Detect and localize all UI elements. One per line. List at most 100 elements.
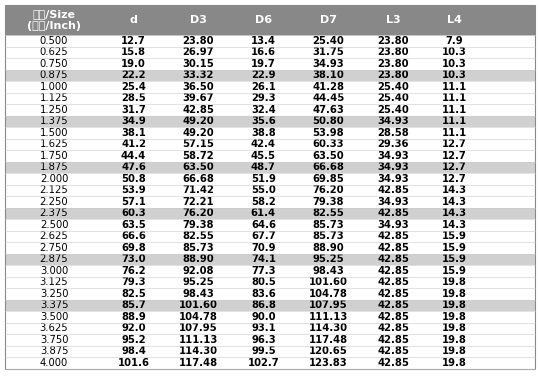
Text: 88.9: 88.9 xyxy=(121,312,146,322)
Text: 34.93: 34.93 xyxy=(377,116,409,126)
Text: 64.6: 64.6 xyxy=(251,220,276,230)
Text: 42.85: 42.85 xyxy=(377,231,409,241)
Text: 93.1: 93.1 xyxy=(251,323,276,333)
Text: 123.83: 123.83 xyxy=(309,358,348,368)
Bar xyxy=(5,334,535,345)
Text: 85.73: 85.73 xyxy=(313,231,344,241)
Text: 80.5: 80.5 xyxy=(251,277,276,287)
Text: 85.73: 85.73 xyxy=(313,220,344,230)
Text: 76.2: 76.2 xyxy=(121,266,146,276)
Text: 19.8: 19.8 xyxy=(442,312,467,322)
Text: 49.20: 49.20 xyxy=(183,128,214,138)
Text: 30.15: 30.15 xyxy=(183,59,214,69)
Text: 60.33: 60.33 xyxy=(313,139,344,149)
Text: 15.8: 15.8 xyxy=(121,47,146,57)
Text: 79.38: 79.38 xyxy=(313,197,344,207)
Text: 95.25: 95.25 xyxy=(313,254,344,264)
Bar xyxy=(5,196,535,208)
Text: 1.625: 1.625 xyxy=(39,139,69,149)
Text: 19.8: 19.8 xyxy=(442,289,467,299)
Text: 31.7: 31.7 xyxy=(121,105,146,115)
Text: 26.1: 26.1 xyxy=(251,82,276,92)
Text: 1.250: 1.250 xyxy=(40,105,69,115)
Text: 11.1: 11.1 xyxy=(442,128,467,138)
Text: 73.0: 73.0 xyxy=(122,254,146,264)
Text: 25.40: 25.40 xyxy=(313,36,344,46)
Text: 101.6: 101.6 xyxy=(118,358,150,368)
Text: 57.1: 57.1 xyxy=(121,197,146,207)
Text: 23.80: 23.80 xyxy=(183,36,214,46)
Text: 规格/Size
(英制/Inch): 规格/Size (英制/Inch) xyxy=(27,9,81,31)
Text: 25.4: 25.4 xyxy=(121,82,146,92)
Text: 25.40: 25.40 xyxy=(377,82,409,92)
Text: 63.5: 63.5 xyxy=(121,220,146,230)
Text: 10.3: 10.3 xyxy=(442,47,467,57)
Bar xyxy=(5,345,535,357)
Text: 72.21: 72.21 xyxy=(183,197,214,207)
Text: 28.58: 28.58 xyxy=(377,128,409,138)
Text: 95.25: 95.25 xyxy=(183,277,214,287)
Text: 19.8: 19.8 xyxy=(442,346,467,356)
Text: 70.9: 70.9 xyxy=(251,243,275,253)
Text: 85.7: 85.7 xyxy=(121,300,146,310)
Text: 2.000: 2.000 xyxy=(40,174,68,184)
Bar xyxy=(5,231,535,242)
Text: 34.9: 34.9 xyxy=(121,116,146,126)
Text: 42.85: 42.85 xyxy=(377,312,409,322)
Bar xyxy=(5,162,535,173)
Bar xyxy=(5,58,535,69)
Text: 107.95: 107.95 xyxy=(309,300,348,310)
Text: 10.3: 10.3 xyxy=(442,59,467,69)
Text: 51.9: 51.9 xyxy=(251,174,276,184)
Text: 3.750: 3.750 xyxy=(40,335,68,345)
Text: 74.1: 74.1 xyxy=(251,254,276,264)
Text: 3.875: 3.875 xyxy=(40,346,68,356)
Text: 111.13: 111.13 xyxy=(309,312,348,322)
Text: 58.72: 58.72 xyxy=(183,151,214,161)
Text: 2.875: 2.875 xyxy=(40,254,69,264)
Text: 63.50: 63.50 xyxy=(183,162,214,172)
Text: 42.85: 42.85 xyxy=(377,358,409,368)
Text: 2.375: 2.375 xyxy=(40,208,69,218)
Text: 44.4: 44.4 xyxy=(121,151,146,161)
Text: 3.125: 3.125 xyxy=(40,277,69,287)
Bar xyxy=(5,69,535,81)
Text: 83.6: 83.6 xyxy=(251,289,276,299)
Text: 120.65: 120.65 xyxy=(309,346,348,356)
Text: 2.625: 2.625 xyxy=(39,231,69,241)
Text: 12.7: 12.7 xyxy=(442,139,467,149)
Bar xyxy=(5,208,535,219)
Bar xyxy=(5,300,535,311)
Text: 32.4: 32.4 xyxy=(251,105,276,115)
Text: 42.85: 42.85 xyxy=(377,323,409,333)
Text: 4.000: 4.000 xyxy=(40,358,68,368)
Text: 90.0: 90.0 xyxy=(251,312,275,322)
Text: L4: L4 xyxy=(447,15,462,25)
Text: 53.9: 53.9 xyxy=(121,185,146,195)
Text: 23.80: 23.80 xyxy=(377,36,409,46)
Text: 98.4: 98.4 xyxy=(121,346,146,356)
Text: 102.7: 102.7 xyxy=(247,358,279,368)
Text: 117.48: 117.48 xyxy=(179,358,218,368)
Text: 63.50: 63.50 xyxy=(313,151,344,161)
Text: 26.97: 26.97 xyxy=(183,47,214,57)
Text: 101.60: 101.60 xyxy=(179,300,218,310)
Text: 25.40: 25.40 xyxy=(377,93,409,103)
Text: 19.8: 19.8 xyxy=(442,335,467,345)
Text: 47.63: 47.63 xyxy=(313,105,344,115)
Text: 34.93: 34.93 xyxy=(377,174,409,184)
Text: 3.500: 3.500 xyxy=(40,312,68,322)
Bar xyxy=(5,242,535,254)
Text: 47.6: 47.6 xyxy=(121,162,146,172)
Text: 11.1: 11.1 xyxy=(442,105,467,115)
Text: 1.125: 1.125 xyxy=(39,93,69,103)
Text: 13.4: 13.4 xyxy=(251,36,276,46)
Text: 39.67: 39.67 xyxy=(183,93,214,103)
Text: 1.000: 1.000 xyxy=(40,82,68,92)
Text: 29.3: 29.3 xyxy=(251,93,275,103)
Bar xyxy=(5,254,535,265)
Text: 34.93: 34.93 xyxy=(313,59,344,69)
Text: L3: L3 xyxy=(386,15,401,25)
Text: 15.9: 15.9 xyxy=(442,266,467,276)
Bar xyxy=(5,46,535,58)
